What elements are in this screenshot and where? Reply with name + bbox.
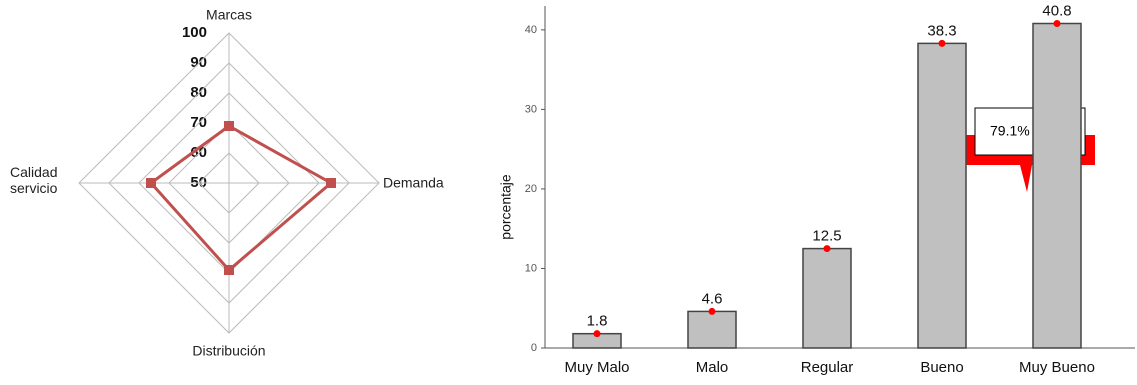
category-label: Demanda — [383, 175, 444, 191]
point-marker — [1053, 19, 1061, 27]
x-tick-label: Muy Bueno — [1019, 359, 1095, 376]
bar — [917, 42, 967, 349]
x-tick-label: Regular — [801, 359, 854, 376]
category-label: Distribución — [192, 343, 265, 359]
y-tick-label: 10 — [525, 262, 537, 274]
y-tick-label: 40 — [525, 24, 537, 36]
marker — [224, 265, 234, 275]
point-marker — [593, 330, 601, 338]
value-label: 4.6 — [702, 290, 723, 307]
r-tick-label: 100 — [182, 24, 207, 41]
point-marker — [823, 245, 831, 253]
y-axis-label: porcentaje — [498, 174, 514, 240]
marker — [224, 121, 234, 131]
annotation: 79.1% — [990, 123, 1030, 139]
marker — [326, 178, 336, 188]
x-tick-label: Bueno — [920, 359, 963, 376]
y-tick-label: 0 — [531, 342, 537, 354]
bar — [687, 310, 737, 349]
y-tick-label: 30 — [525, 103, 537, 115]
x-tick-label: Malo — [696, 359, 729, 376]
r-tick-label: 60 — [190, 144, 207, 161]
r-tick-label: 80 — [190, 84, 207, 101]
marker — [146, 178, 156, 188]
point-marker — [938, 39, 946, 47]
value-label: 38.3 — [927, 22, 956, 39]
y-tick-label: 20 — [525, 183, 537, 195]
value-label: 12.5 — [812, 228, 841, 245]
point-marker — [708, 307, 716, 315]
category-label: Calidad servicio — [10, 164, 58, 196]
x-tick-label: Muy Malo — [564, 359, 629, 376]
bar — [1032, 22, 1082, 349]
value-label: 1.8 — [587, 313, 608, 330]
r-tick-label: 70 — [190, 114, 207, 131]
category-label: Marcas — [206, 7, 252, 23]
value-label: 40.8 — [1042, 2, 1071, 19]
r-tick-label: 90 — [190, 54, 207, 71]
bar — [802, 247, 852, 349]
